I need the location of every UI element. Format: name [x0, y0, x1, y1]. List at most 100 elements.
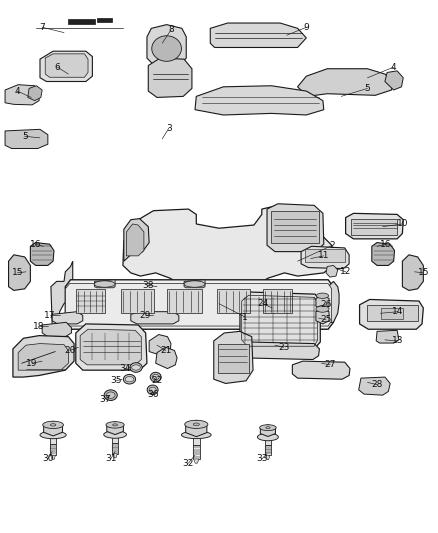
- Polygon shape: [360, 300, 424, 329]
- Polygon shape: [5, 130, 48, 149]
- Ellipse shape: [152, 374, 159, 379]
- Polygon shape: [124, 219, 149, 261]
- Ellipse shape: [125, 376, 134, 382]
- Polygon shape: [328, 281, 339, 322]
- Text: 19: 19: [26, 359, 38, 368]
- Text: 38: 38: [142, 280, 154, 289]
- Ellipse shape: [184, 281, 205, 287]
- Text: 35: 35: [111, 376, 122, 385]
- Polygon shape: [155, 348, 177, 368]
- Polygon shape: [292, 361, 350, 379]
- Polygon shape: [5, 85, 39, 105]
- Ellipse shape: [260, 425, 276, 431]
- Bar: [121, 289, 153, 313]
- Text: 4: 4: [391, 63, 396, 71]
- Text: 1: 1: [242, 312, 248, 321]
- Text: 23: 23: [278, 343, 290, 352]
- Polygon shape: [127, 224, 144, 256]
- Text: 27: 27: [325, 360, 336, 369]
- Text: 20: 20: [64, 346, 75, 355]
- Ellipse shape: [104, 431, 127, 438]
- Polygon shape: [51, 261, 73, 326]
- Text: 31: 31: [105, 455, 117, 463]
- Text: 3: 3: [166, 124, 172, 133]
- Text: 16: 16: [380, 240, 392, 249]
- Polygon shape: [195, 86, 324, 115]
- Polygon shape: [113, 454, 117, 458]
- Polygon shape: [149, 335, 171, 356]
- Text: 9: 9: [304, 23, 309, 32]
- Polygon shape: [131, 312, 179, 324]
- Text: 32: 32: [183, 459, 194, 467]
- Text: 28: 28: [371, 380, 383, 389]
- Bar: [265, 439, 271, 445]
- Polygon shape: [44, 421, 63, 436]
- Ellipse shape: [104, 390, 117, 400]
- Text: 4: 4: [14, 86, 20, 95]
- Polygon shape: [260, 425, 276, 437]
- Ellipse shape: [106, 392, 115, 398]
- Ellipse shape: [43, 421, 64, 429]
- Ellipse shape: [40, 431, 66, 439]
- Text: 22: 22: [152, 376, 162, 385]
- Bar: [193, 445, 200, 459]
- Polygon shape: [9, 255, 30, 290]
- Bar: [112, 437, 118, 443]
- Polygon shape: [316, 296, 329, 309]
- Text: 29: 29: [139, 311, 151, 320]
- Polygon shape: [45, 54, 88, 77]
- Ellipse shape: [106, 422, 124, 428]
- Polygon shape: [28, 86, 42, 101]
- Bar: [193, 437, 200, 445]
- Polygon shape: [267, 204, 324, 252]
- Polygon shape: [186, 421, 207, 437]
- Text: 25: 25: [320, 315, 332, 324]
- Ellipse shape: [150, 372, 161, 382]
- Ellipse shape: [132, 365, 141, 370]
- Polygon shape: [95, 280, 115, 288]
- Text: 30: 30: [42, 455, 53, 463]
- Ellipse shape: [50, 424, 56, 426]
- Text: 16: 16: [30, 240, 41, 249]
- Bar: [112, 443, 118, 454]
- Text: 17: 17: [44, 311, 55, 320]
- Polygon shape: [65, 284, 332, 326]
- Text: 18: 18: [33, 321, 45, 330]
- Text: 15: 15: [417, 269, 429, 277]
- Text: 5: 5: [364, 84, 370, 93]
- Polygon shape: [52, 312, 83, 324]
- Text: 26: 26: [320, 300, 332, 309]
- Polygon shape: [65, 280, 333, 329]
- Ellipse shape: [193, 423, 199, 426]
- Polygon shape: [107, 422, 124, 434]
- Ellipse shape: [94, 281, 115, 287]
- Polygon shape: [80, 329, 141, 365]
- Polygon shape: [266, 455, 270, 459]
- Polygon shape: [148, 58, 192, 98]
- Polygon shape: [13, 336, 74, 377]
- Bar: [97, 18, 112, 22]
- Text: 14: 14: [392, 307, 404, 316]
- Polygon shape: [297, 69, 394, 96]
- Polygon shape: [376, 330, 399, 343]
- Polygon shape: [18, 344, 68, 370]
- Polygon shape: [214, 332, 253, 383]
- Polygon shape: [385, 71, 403, 90]
- Bar: [50, 437, 56, 443]
- Polygon shape: [359, 377, 390, 395]
- Ellipse shape: [316, 306, 329, 312]
- Text: 7: 7: [39, 23, 45, 32]
- Ellipse shape: [266, 427, 270, 429]
- Text: 24: 24: [257, 299, 268, 308]
- Text: 2: 2: [330, 241, 336, 250]
- Polygon shape: [42, 322, 71, 337]
- Polygon shape: [301, 246, 349, 269]
- Ellipse shape: [149, 387, 156, 392]
- Polygon shape: [51, 455, 56, 459]
- Bar: [166, 289, 201, 313]
- Text: 6: 6: [55, 63, 60, 71]
- Text: 8: 8: [168, 26, 174, 35]
- Text: 5: 5: [22, 132, 28, 141]
- Ellipse shape: [181, 431, 211, 439]
- Polygon shape: [30, 243, 54, 265]
